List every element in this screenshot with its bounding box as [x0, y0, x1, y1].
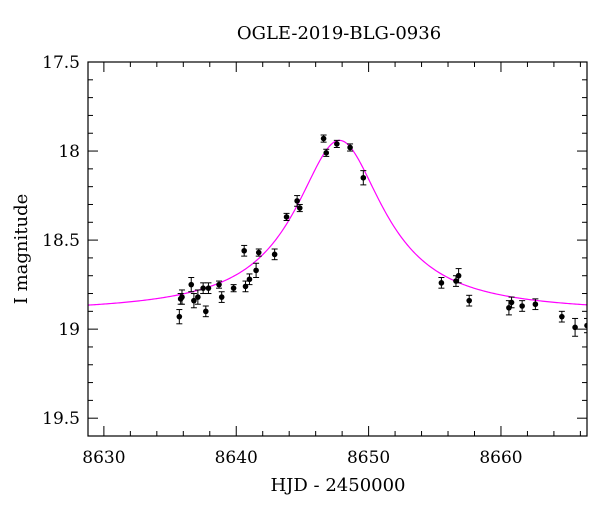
point-marker [191, 297, 197, 304]
data-point [246, 273, 253, 286]
data-point [218, 291, 225, 303]
point-marker [179, 294, 185, 300]
data-point [255, 248, 262, 257]
axis-ticks [88, 61, 587, 437]
data-point [532, 298, 539, 311]
point-marker [455, 272, 462, 279]
y-tick-label: 18.5 [42, 231, 80, 251]
data-point [438, 276, 445, 289]
x-tick-label: 8650 [347, 448, 390, 468]
point-marker [253, 267, 259, 274]
point-marker [360, 174, 367, 181]
data-point [271, 248, 278, 261]
plot-frame [87, 61, 588, 437]
data-point [178, 289, 185, 305]
point-marker [205, 285, 212, 291]
data-point [455, 268, 462, 284]
data-point [230, 284, 237, 293]
x-tick-label: 8640 [215, 448, 258, 468]
data-point [194, 289, 201, 305]
point-marker [320, 135, 327, 142]
y-tick-label: 19 [58, 320, 80, 340]
y-axis-label: I magnitude [11, 194, 32, 305]
point-marker [294, 198, 300, 204]
point-marker [200, 285, 206, 291]
data-point [190, 293, 197, 309]
point-marker [188, 281, 195, 288]
point-marker [296, 205, 303, 211]
x-tick-label: 8630 [82, 448, 125, 468]
data-point [242, 280, 249, 293]
data-point [188, 276, 195, 293]
y-tick-label: 17.5 [42, 53, 80, 73]
point-marker [334, 141, 340, 147]
data-points [176, 134, 587, 337]
y-tick-label: 19.5 [42, 409, 80, 429]
data-point [216, 280, 223, 289]
data-point [253, 262, 260, 278]
point-marker [271, 251, 278, 258]
data-point [205, 282, 212, 295]
data-point [202, 305, 209, 318]
point-marker [283, 214, 290, 220]
data-point [508, 296, 515, 309]
point-marker [532, 301, 539, 308]
point-marker [347, 144, 353, 151]
point-marker [176, 313, 183, 320]
data-point [320, 134, 327, 143]
y-tick-label: 18 [58, 142, 80, 162]
data-point [283, 212, 290, 222]
point-marker [323, 150, 330, 156]
data-point [572, 317, 579, 337]
x-axis-label: HJD - 2450000 [270, 475, 405, 496]
point-marker [508, 299, 515, 306]
data-point [466, 294, 473, 307]
data-point [294, 195, 301, 207]
data-point [347, 143, 354, 152]
point-marker [255, 249, 262, 256]
data-point [519, 300, 526, 312]
point-marker [203, 308, 209, 315]
x-tick-label: 8660 [479, 448, 522, 468]
point-marker [572, 324, 578, 331]
point-marker [195, 294, 201, 300]
point-marker [218, 294, 225, 300]
data-point [176, 309, 183, 325]
data-point [200, 282, 207, 295]
point-marker [584, 322, 587, 329]
data-point [323, 148, 330, 157]
point-marker [519, 303, 525, 309]
data-point [296, 203, 303, 213]
point-marker [230, 285, 237, 291]
tick-labels: 8630 8640 8650 8660 17.5 18 18.5 19 19.5 [42, 53, 522, 468]
point-marker [438, 280, 445, 286]
point-marker [466, 297, 472, 304]
point-marker [246, 276, 253, 283]
data-point [241, 244, 248, 257]
model-curve [88, 139, 587, 306]
point-marker [241, 247, 247, 254]
data-point [333, 139, 340, 148]
data-point [584, 317, 587, 334]
data-point [558, 310, 565, 323]
point-marker [216, 281, 222, 288]
data-point [360, 170, 367, 186]
chart-title: OGLE-2019-BLG-0936 [237, 23, 441, 44]
point-marker [559, 313, 565, 320]
